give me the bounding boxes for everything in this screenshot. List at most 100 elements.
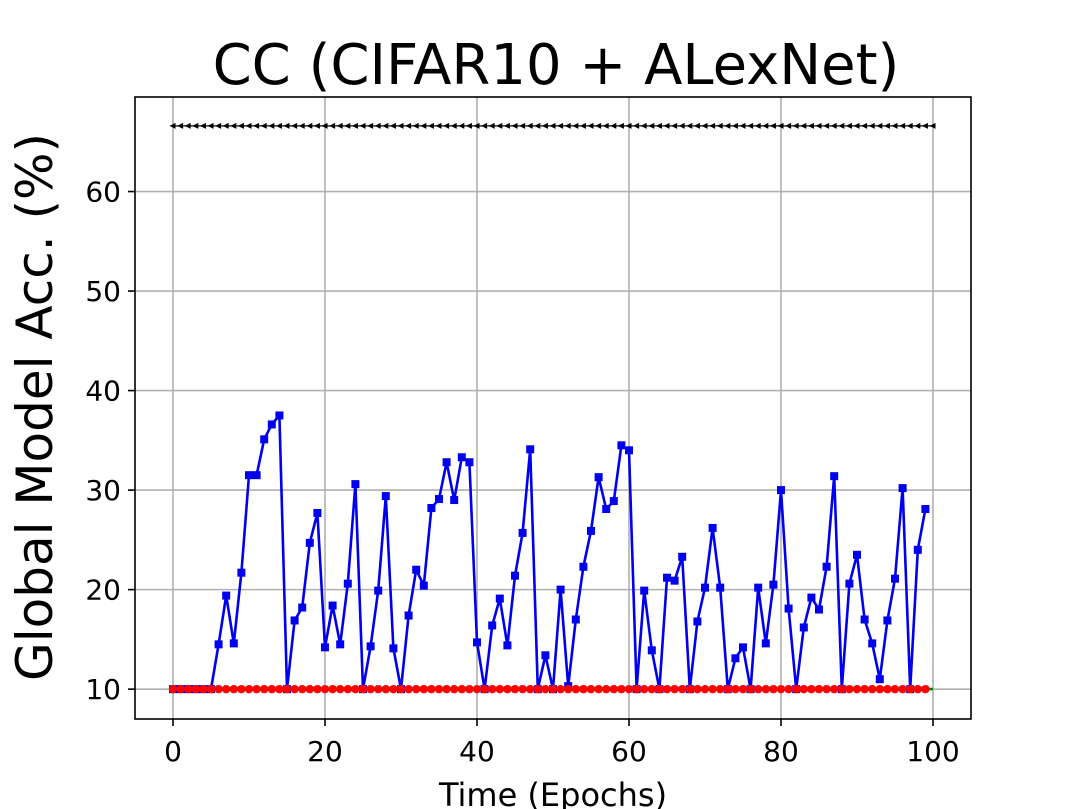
data-point (511, 571, 519, 580)
data-point (579, 562, 588, 571)
data-point (610, 122, 617, 129)
data-point (647, 684, 656, 694)
data-point (814, 684, 824, 694)
data-point (290, 616, 299, 625)
data-point (329, 122, 336, 129)
data-point (450, 496, 459, 505)
data-point (519, 122, 526, 129)
data-point (876, 122, 883, 129)
data-point (549, 122, 556, 129)
data-point (168, 684, 178, 694)
data-point (822, 562, 831, 571)
data-point (343, 579, 352, 588)
data-point (579, 684, 588, 694)
data-point (647, 646, 656, 655)
data-point (435, 495, 443, 504)
data-point (785, 122, 792, 129)
data-point (206, 684, 216, 694)
data-point (678, 552, 687, 561)
data-point (541, 122, 548, 129)
x-tick-label: 20 (307, 735, 343, 768)
data-point (458, 122, 465, 129)
data-point (442, 684, 451, 694)
data-point (731, 654, 740, 663)
data-point (305, 684, 314, 694)
data-point (899, 122, 906, 129)
data-point (655, 122, 662, 129)
data-point (571, 615, 580, 624)
data-point (868, 684, 877, 694)
data-point (845, 684, 854, 694)
data-point (252, 471, 261, 480)
data-point (412, 565, 421, 574)
data-point (807, 593, 816, 602)
data-point (427, 684, 436, 694)
data-point (283, 122, 290, 129)
data-point (830, 684, 839, 694)
y-tick-label: 20 (85, 574, 121, 607)
data-point (586, 684, 596, 694)
data-point (913, 684, 922, 694)
data-point (298, 684, 307, 694)
data-point (564, 122, 571, 129)
data-point (473, 122, 480, 129)
data-point (723, 684, 732, 694)
data-point (663, 573, 671, 582)
data-point (412, 684, 421, 694)
data-point (291, 122, 298, 129)
data-point (404, 684, 413, 694)
data-point (670, 576, 679, 585)
data-point (693, 122, 700, 129)
data-point (807, 684, 816, 694)
data-point (526, 684, 535, 694)
data-point (267, 420, 276, 429)
data-point (450, 684, 459, 694)
data-point (852, 684, 862, 694)
data-point (245, 471, 253, 480)
data-point (640, 586, 649, 595)
data-point (222, 591, 231, 600)
data-point (260, 435, 269, 444)
x-tick-label: 100 (906, 735, 959, 768)
data-point (921, 122, 928, 129)
data-point (321, 122, 328, 129)
data-point (328, 684, 337, 694)
data-point (724, 122, 731, 129)
data-point (351, 122, 358, 129)
data-point (199, 122, 206, 129)
data-point (465, 458, 474, 467)
data-point (495, 594, 504, 603)
data-point (412, 122, 419, 129)
data-point (792, 684, 801, 694)
data-point (754, 583, 763, 592)
data-point (351, 684, 360, 694)
data-point (229, 684, 238, 694)
data-point (747, 122, 754, 129)
data-point (929, 122, 936, 129)
data-point (731, 684, 740, 694)
data-point (328, 601, 337, 610)
data-point (511, 122, 518, 129)
data-point (541, 651, 550, 660)
data-point (321, 643, 329, 652)
data-point (366, 642, 375, 651)
data-point (823, 122, 830, 129)
data-point (526, 445, 535, 454)
data-point (541, 684, 550, 694)
data-point (229, 639, 238, 648)
y-tick-label: 30 (85, 474, 121, 507)
data-point (708, 523, 717, 532)
data-point (890, 684, 900, 694)
data-point (351, 480, 360, 489)
data-point (799, 623, 808, 632)
data-point (488, 621, 497, 630)
data-point (686, 122, 693, 129)
data-point (898, 484, 907, 493)
data-point (237, 684, 246, 694)
data-point (693, 617, 702, 626)
data-point (815, 122, 822, 129)
data-point (776, 684, 786, 694)
data-point (199, 684, 208, 694)
data-point (700, 684, 710, 694)
data-point (405, 122, 412, 129)
